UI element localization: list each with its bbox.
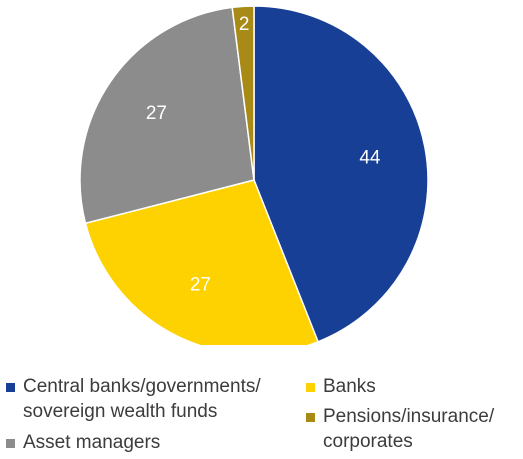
legend-swatch [306,383,315,392]
pie-data-label: 27 [146,103,167,124]
pie-data-label: 2 [239,14,250,35]
legend-item-banks: Banks [306,374,516,399]
legend-item-asset-managers: Asset managers [6,430,306,455]
legend-item-pensions: Pensions/insurance/ corporates [306,404,516,454]
pie-chart: 44 27 27 2 [0,0,523,345]
legend-swatch [306,413,315,422]
legend-label: Asset managers [23,430,160,455]
legend-label: Pensions/insurance/ corporates [323,404,516,454]
legend-swatch [6,439,15,448]
pie-data-label: 44 [359,147,381,168]
legend-label: Central banks/governments/ sovereign wea… [23,374,306,424]
legend-swatch [6,383,15,392]
pie-data-label: 27 [190,275,211,296]
legend-item-central-banks: Central banks/governments/ sovereign wea… [6,374,306,424]
legend-label: Banks [323,374,376,399]
